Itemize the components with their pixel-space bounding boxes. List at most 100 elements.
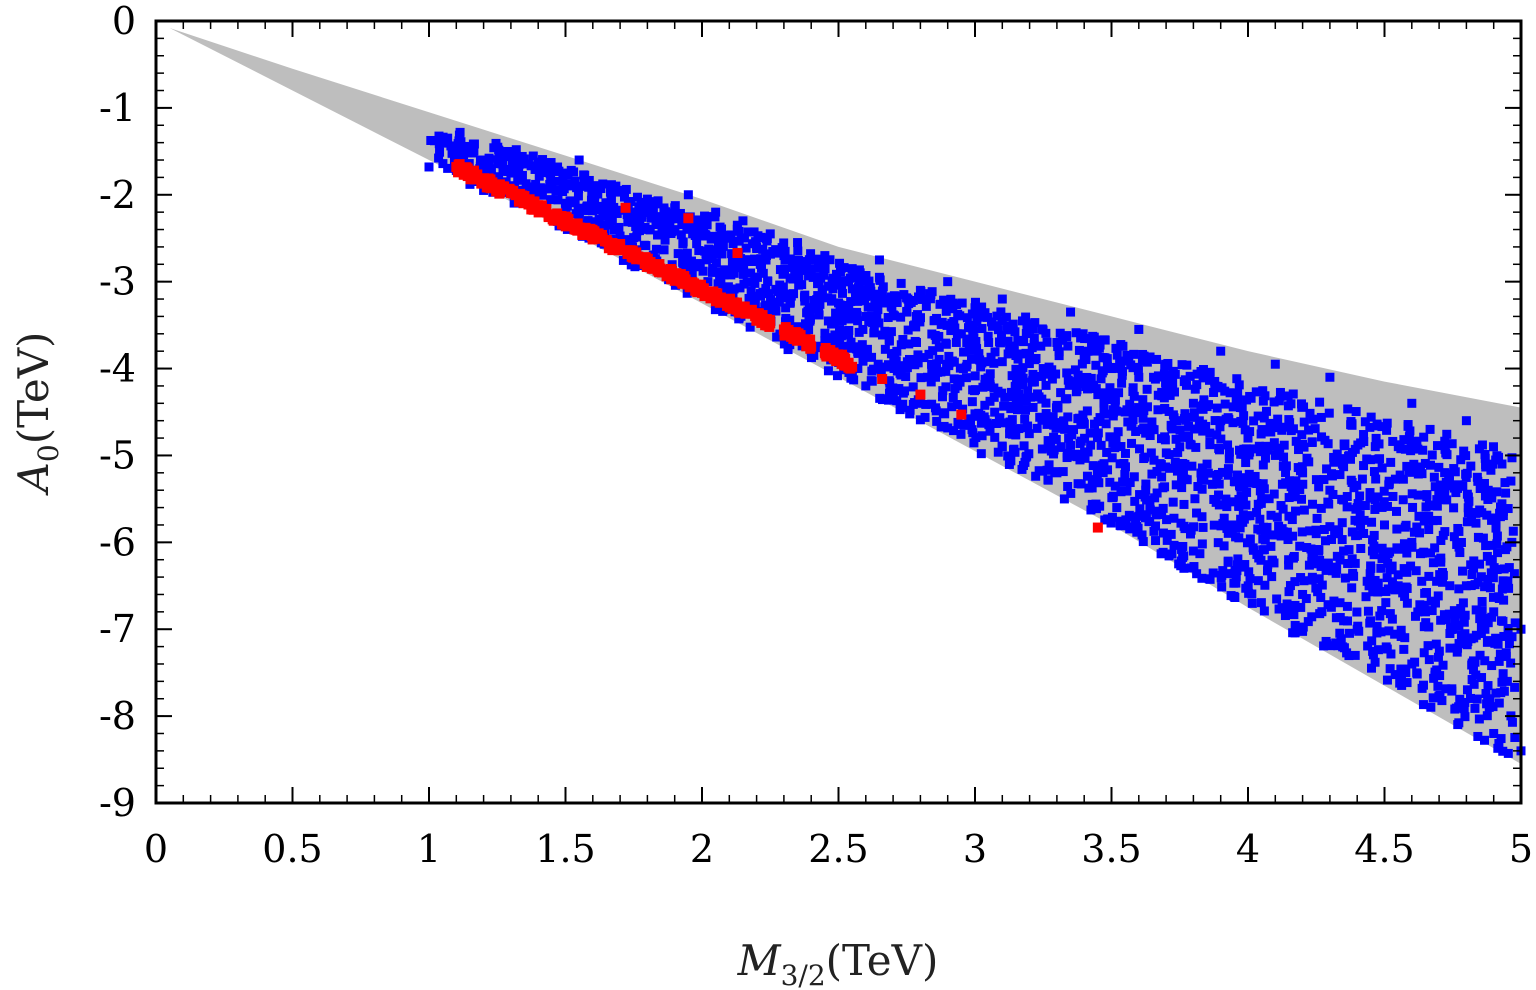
blue-point	[717, 249, 727, 259]
blue-point	[1021, 405, 1031, 415]
blue-point	[713, 279, 723, 289]
blue-point	[866, 312, 876, 322]
blue-point	[1323, 558, 1333, 568]
blue-point	[607, 216, 617, 226]
blue-point	[1141, 428, 1151, 438]
x-tick-label: 1	[417, 827, 441, 871]
blue-point	[1500, 478, 1510, 488]
blue-point	[997, 357, 1007, 367]
blue-point	[999, 401, 1009, 411]
blue-point	[1482, 637, 1492, 647]
blue-point	[862, 344, 872, 354]
blue-point	[1105, 432, 1115, 442]
blue-point	[1074, 345, 1084, 355]
blue-point	[546, 158, 556, 168]
blue-point	[1125, 399, 1135, 409]
blue-point	[648, 204, 658, 214]
blue-point	[951, 337, 961, 347]
blue-point	[1456, 537, 1466, 547]
blue-point	[922, 372, 932, 382]
blue-point	[584, 182, 594, 192]
blue-point	[847, 264, 857, 274]
blue-point	[1305, 408, 1315, 418]
blue-point	[930, 372, 940, 382]
blue-point	[1110, 395, 1120, 405]
blue-point	[1290, 600, 1300, 610]
blue-point	[1281, 468, 1291, 478]
blue-point	[1092, 337, 1102, 347]
blue-point	[1234, 380, 1244, 390]
blue-point	[564, 179, 574, 189]
blue-point	[443, 133, 453, 143]
blue-point	[1286, 482, 1296, 492]
blue-point	[1487, 555, 1497, 565]
blue-point	[910, 320, 920, 330]
blue-point	[1446, 622, 1456, 632]
blue-point	[1468, 562, 1478, 572]
blue-point	[1314, 574, 1324, 584]
blue-point	[1424, 500, 1434, 510]
blue-point	[1449, 532, 1459, 542]
blue-point	[580, 170, 590, 180]
blue-point	[985, 426, 995, 436]
blue-point	[833, 314, 843, 324]
blue-point	[694, 246, 704, 256]
blue-point	[1425, 424, 1435, 434]
blue-point	[1445, 581, 1455, 591]
blue-point	[755, 289, 765, 299]
blue-point	[1458, 481, 1468, 491]
blue-point	[1299, 505, 1309, 515]
blue-point	[1442, 429, 1452, 439]
blue-point	[1386, 649, 1396, 659]
blue-point	[1460, 697, 1470, 707]
blue-point	[1337, 454, 1347, 464]
blue-point	[1134, 372, 1144, 382]
blue-point	[1175, 442, 1185, 452]
blue-point	[1488, 702, 1498, 712]
blue-point	[1033, 389, 1043, 399]
blue-point	[1258, 534, 1268, 544]
blue-point	[867, 352, 877, 362]
blue-point	[1241, 458, 1251, 468]
y-tick-label: -9	[99, 781, 136, 825]
blue-point	[629, 233, 639, 243]
blue-point	[1478, 533, 1488, 543]
x-tick-label: 3	[963, 827, 987, 871]
blue-point	[1402, 678, 1412, 688]
red-point	[620, 202, 631, 213]
blue-point	[601, 198, 611, 208]
blue-point	[1256, 598, 1266, 608]
blue-point	[1147, 469, 1157, 479]
blue-point	[1401, 520, 1411, 530]
blue-point	[976, 449, 986, 459]
blue-point	[1197, 539, 1207, 549]
blue-point	[1419, 600, 1429, 610]
blue-point	[1277, 603, 1287, 613]
blue-point	[1489, 563, 1499, 573]
blue-point	[1508, 526, 1518, 536]
blue-point	[1470, 703, 1480, 713]
blue-point	[1411, 566, 1421, 576]
blue-point	[1322, 464, 1332, 474]
blue-point	[1473, 731, 1483, 741]
blue-point	[1301, 594, 1311, 604]
blue-point	[1274, 521, 1284, 531]
blue-point	[1469, 556, 1479, 566]
blue-point	[1291, 436, 1301, 446]
blue-point	[1365, 569, 1375, 579]
blue-point	[891, 356, 901, 366]
blue-point	[494, 172, 504, 182]
red-point	[628, 252, 639, 263]
x-tick-label: 0.5	[262, 827, 322, 871]
blue-point	[1276, 531, 1286, 541]
blue-point	[974, 312, 984, 322]
blue-point	[1223, 464, 1233, 474]
blue-point	[728, 239, 738, 249]
blue-point	[1373, 502, 1383, 512]
blue-point	[1108, 493, 1118, 503]
blue-point	[1373, 578, 1383, 588]
blue-point	[1302, 543, 1312, 553]
blue-point	[1316, 412, 1326, 422]
blue-point	[1504, 563, 1514, 573]
blue-point	[1498, 576, 1508, 586]
